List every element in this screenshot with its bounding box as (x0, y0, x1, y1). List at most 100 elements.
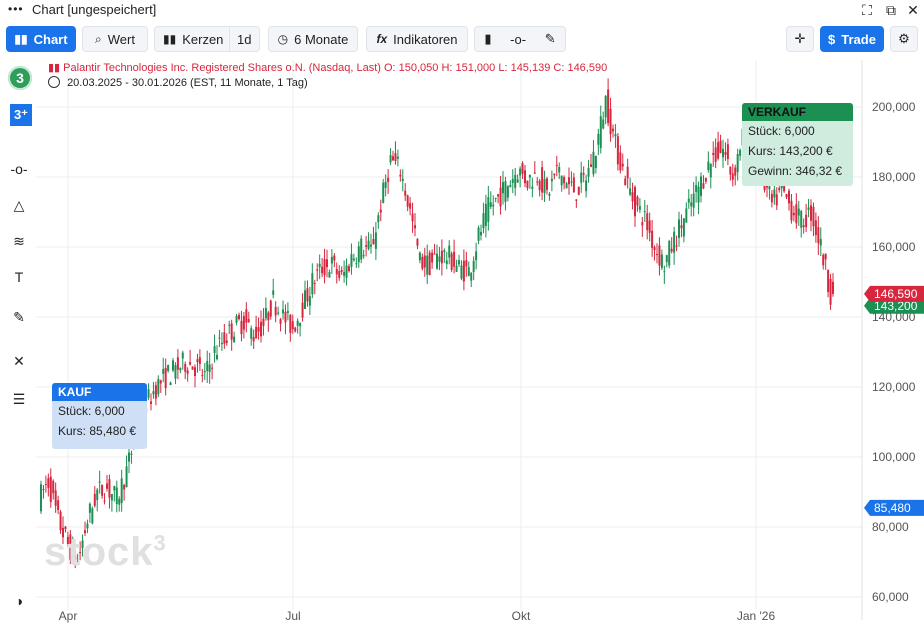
candle-body (575, 199, 578, 201)
candle-body (220, 342, 223, 345)
settings-button[interactable]: ⚙ (890, 26, 918, 52)
candle-body (311, 273, 314, 295)
candle-body (240, 320, 243, 335)
period-button[interactable]: ◷ 6 Monate (268, 26, 358, 52)
close-icon[interactable]: ✕ (907, 2, 919, 18)
candle-body (533, 172, 536, 174)
fullscreen-icon[interactable]: ⛶ (862, 2, 872, 18)
candle-body (719, 140, 722, 153)
edit-icon[interactable]: ✎ (13, 309, 25, 325)
list-icon[interactable]: ☰ (12, 391, 26, 407)
indikatoren-button-label: Indikatoren (393, 31, 458, 47)
candle-body (700, 176, 702, 196)
bookmark-icon[interactable]: ▮ (484, 31, 492, 46)
candle-body (86, 523, 89, 529)
draw-tool-icon[interactable]: ✎ (544, 31, 556, 46)
candle-body (93, 493, 96, 506)
candles-icon: ▮▮ (163, 32, 177, 46)
more-dots-icon[interactable]: ••• (8, 2, 24, 16)
candle-body (497, 194, 500, 197)
candle-body (731, 173, 734, 180)
candle-body (489, 202, 492, 207)
candle-body (810, 205, 812, 221)
external-window-icon[interactable]: ⧉ (886, 2, 896, 18)
sell-marker[interactable]: VERKAUF Stück: 6,000 Kurs: 143,200 € Gew… (742, 103, 853, 186)
candle-body (538, 180, 541, 191)
stock3-plus-icon[interactable]: 3⁺ (10, 104, 32, 126)
candle-body (59, 511, 62, 531)
candle-body (487, 197, 490, 222)
candle-body (62, 527, 64, 538)
triangle-icon[interactable]: △ (13, 197, 25, 213)
chart-type-group: ▮▮ Kerzen 1d (154, 26, 260, 52)
candle-body (333, 255, 336, 261)
candle-body (81, 540, 84, 549)
contrast-icon[interactable]: ◑ (14, 593, 24, 609)
x-tick-label: Okt (512, 609, 531, 623)
candle-body (553, 173, 556, 176)
candle-body (396, 156, 399, 159)
candle-body (242, 316, 245, 330)
candle-body (374, 232, 377, 249)
buy-price-tag[interactable]: 85,480 (864, 499, 924, 516)
trade-button[interactable]: $ Trade (820, 26, 884, 52)
candle-body (313, 282, 316, 284)
line-tool-icon[interactable]: -o- (10, 161, 28, 177)
crosshair-button[interactable]: ✛ (786, 26, 814, 52)
candle-body (453, 251, 456, 267)
candle-body (384, 181, 387, 188)
candle-body (443, 250, 446, 252)
candle-body (695, 184, 698, 193)
candle-body (49, 476, 52, 503)
candlestick-chart[interactable]: 60,00080,000100,000120,000140,000160,000… (36, 60, 924, 623)
x-tick-label: Jan '26 (737, 609, 776, 623)
candle-body (296, 320, 299, 326)
candle-body (492, 204, 495, 207)
wert-button[interactable]: ⌕ Wert (82, 26, 148, 52)
candle-body (558, 166, 561, 173)
candle-body (536, 181, 539, 183)
candle-body (377, 215, 380, 223)
candle-body (272, 290, 275, 295)
tools-icon[interactable]: ✕ (13, 353, 25, 369)
candle-body (827, 269, 830, 293)
candle-body (191, 366, 194, 370)
candle-body (404, 190, 407, 196)
x-tick-label: Jul (285, 609, 300, 623)
instrument-range: 20.03.2025 - 30.01.2026 (EST, 11 Monate,… (48, 76, 308, 89)
last-price-tag[interactable]: 146,590 (864, 285, 924, 302)
candle-body (577, 186, 580, 195)
indikatoren-button[interactable]: fx Indikatoren (366, 26, 468, 52)
candle-body (585, 180, 588, 192)
kerzen-button[interactable]: Kerzen (182, 31, 224, 47)
candle-body (76, 561, 79, 563)
candle-body (399, 174, 402, 177)
y-tick-label: 100,000 (872, 450, 916, 464)
line-tool-icon[interactable]: -o- (510, 31, 527, 47)
text-tool-icon[interactable]: T (14, 269, 24, 285)
candle-body (284, 312, 287, 323)
candle-body (790, 200, 793, 221)
candle-body (734, 167, 737, 176)
candle-body (528, 174, 531, 178)
candle-body (228, 324, 231, 326)
candle-body (294, 327, 297, 332)
clock-icon: ◷ (277, 32, 289, 46)
candle-body (653, 247, 656, 251)
candle-body (323, 259, 326, 276)
candle-body (824, 253, 827, 260)
crosshair-icon: ✛ (794, 31, 806, 46)
y-tick-label: 80,000 (872, 520, 909, 534)
sell-price-tag-label: 143,200 (874, 299, 918, 313)
buy-marker[interactable]: KAUF Stück: 6,000 Kurs: 85,480 € (52, 383, 147, 449)
interval-button[interactable]: 1d (237, 31, 252, 47)
candle-body (338, 271, 341, 278)
candle-body (423, 255, 426, 268)
candle-body (773, 189, 776, 198)
candle-body (805, 214, 808, 228)
fibonacci-icon[interactable]: ≋ (13, 233, 25, 249)
chart-button[interactable]: ▮▮ Chart (6, 26, 76, 52)
candle-body (619, 152, 622, 171)
candle-body (509, 185, 512, 188)
candle-body (367, 240, 370, 249)
